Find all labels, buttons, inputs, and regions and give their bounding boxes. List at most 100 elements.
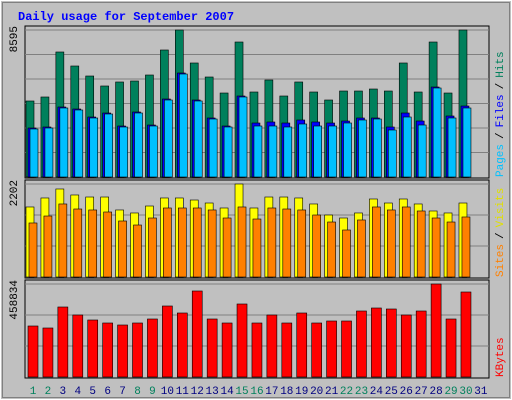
legend-separator: / [495,232,507,239]
bar [297,209,307,278]
bar [431,217,441,278]
bar [341,320,352,378]
bar [327,221,336,278]
x-tick-label: 15 [235,386,248,398]
x-tick-label: 31 [474,386,488,398]
x-tick-label: 2 [45,386,52,398]
bar [102,322,113,378]
bar [103,211,112,278]
bar [311,322,322,378]
bar [430,283,442,378]
bar [357,219,366,278]
legend-entry: KBytes [495,337,507,377]
x-tick-label: 7 [119,386,126,398]
bar [343,122,352,178]
bar [192,207,202,278]
legend-separator: / [495,83,507,90]
legend: KBytes [495,337,507,377]
x-tick-label: 29 [444,386,457,398]
bar [281,322,293,378]
x-tick-label: 10 [161,386,174,398]
bar [73,208,83,278]
bar [358,119,367,178]
legend-entry: Visits [495,188,507,228]
bar [164,99,173,178]
bar [208,118,218,178]
legend: Sites / Visits [495,188,507,277]
x-tick-label: 14 [220,386,234,398]
bar [267,207,277,278]
legend-entry: Sites [495,244,507,277]
bar [432,87,442,178]
bar [251,322,263,378]
legend-entry: Pages [495,144,507,177]
bar [207,209,217,278]
bar [298,123,308,178]
bar [132,322,143,378]
bar [191,290,203,378]
x-tick-label: 20 [310,386,323,398]
bar [462,107,472,178]
x-tick-label: 26 [400,386,413,398]
bar [163,207,172,278]
x-tick-label: 23 [355,386,368,398]
bar [253,125,263,178]
bar [401,206,411,278]
bar [236,303,248,378]
x-tick-label: 3 [60,386,67,398]
bar [296,312,308,378]
bar [268,125,278,178]
x-tick-label: 5 [89,386,96,398]
x-tick-label: 28 [430,386,443,398]
bar [313,125,322,178]
legend-entry: Hits [495,51,507,77]
bar [402,116,412,178]
x-tick-label: 17 [265,386,278,398]
x-tick-label: 6 [104,386,111,398]
bar [72,314,84,378]
bar [104,113,113,178]
x-tick-label: 11 [176,386,190,398]
bar [400,314,412,378]
bar [415,310,427,378]
x-tick-label: 24 [370,386,384,398]
bar [283,126,293,178]
bar [371,307,382,378]
bar [342,229,351,278]
bar [178,207,187,278]
bar [133,224,142,278]
bar [237,206,247,278]
bar [252,218,262,278]
bar [58,203,68,278]
x-tick-label: 9 [149,386,156,398]
bar [119,126,128,178]
bar [118,220,127,278]
bar [59,107,69,178]
bar [27,325,39,378]
bar [74,109,84,178]
bar [387,209,396,278]
bar [282,208,292,278]
bar [147,318,158,378]
bar [446,221,456,278]
legend: Pages / Files / Hits [495,51,507,177]
bar [416,210,426,278]
bar [117,324,128,378]
bar [87,319,99,378]
bar [417,124,427,178]
bar [356,310,367,378]
bar [134,112,143,178]
bar [162,305,173,378]
bar [447,117,457,178]
x-tick-label: 22 [340,386,353,398]
bar [179,73,188,178]
bar [445,318,457,378]
x-tick-label: 1 [30,386,37,398]
bar [373,118,382,178]
x-tick-label: 8 [134,386,141,398]
x-tick-label: 30 [459,386,472,398]
bar [88,209,98,278]
bar [238,96,248,178]
